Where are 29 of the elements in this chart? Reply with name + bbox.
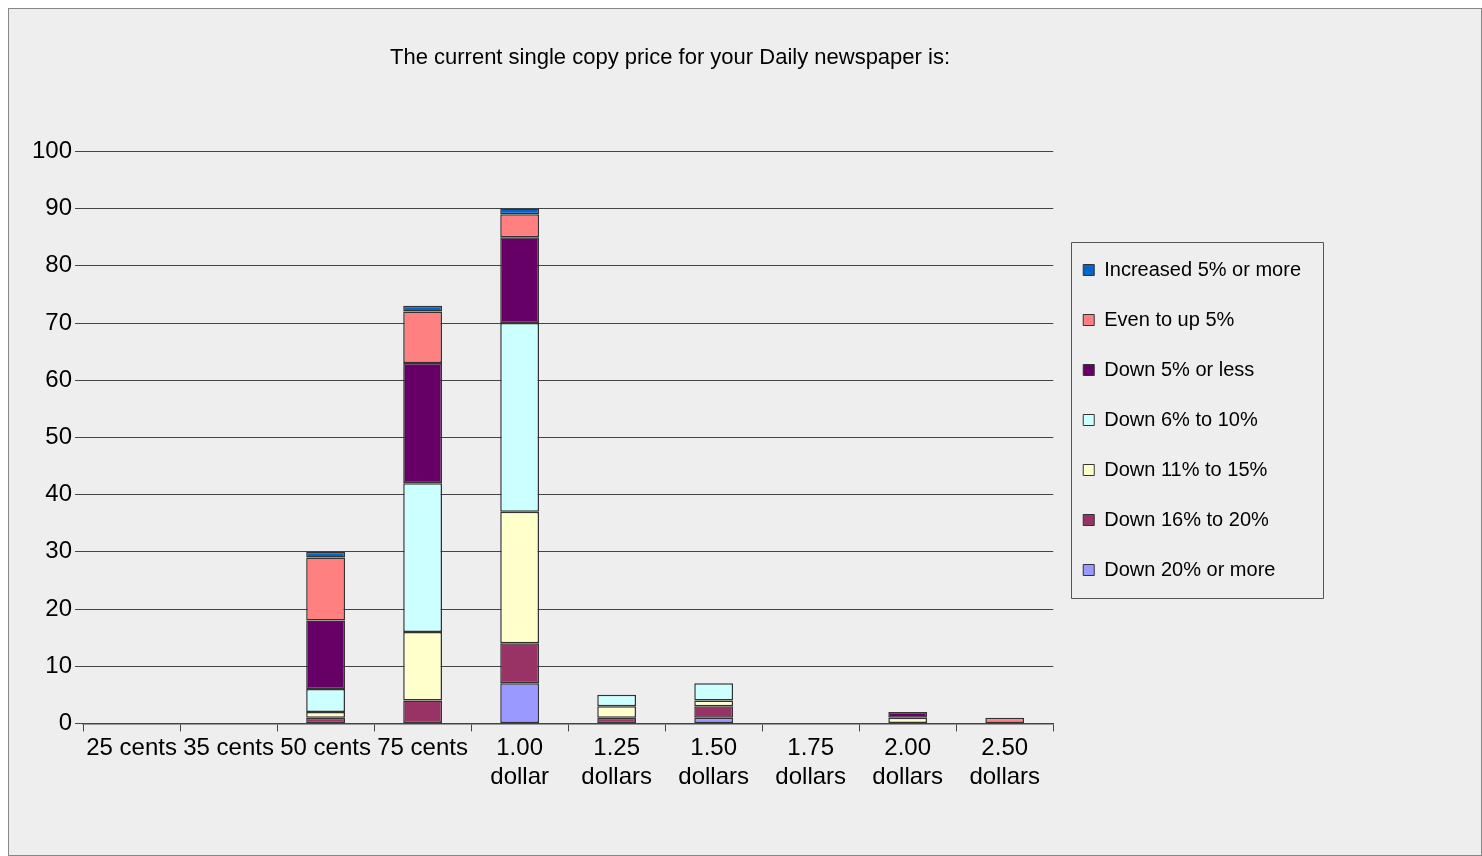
y-tick-label: 50 bbox=[45, 422, 73, 450]
y-tick-label: 40 bbox=[45, 479, 73, 507]
y-tick-label: 80 bbox=[45, 250, 73, 278]
x-tick-label: 2.00 dollars bbox=[872, 733, 944, 790]
x-tick-label: 1.50 dollars bbox=[678, 733, 750, 790]
y-tick-label: 60 bbox=[45, 364, 73, 392]
x-tick-label: 2.50 dollars bbox=[969, 733, 1041, 790]
y-tick-label: 20 bbox=[45, 593, 73, 621]
x-tick-label: 25 cents bbox=[86, 733, 177, 761]
legend-label: Down 5% or less bbox=[1104, 357, 1255, 380]
legend-label: Down 20% or more bbox=[1104, 557, 1276, 580]
x-tick-label: 1.75 dollars bbox=[775, 733, 847, 790]
y-tick-label: 30 bbox=[45, 536, 73, 564]
legend-label: Down 6% to 10% bbox=[1104, 407, 1258, 430]
legend-label: Down 16% to 20% bbox=[1104, 507, 1269, 530]
legend-label: Even to up 5% bbox=[1104, 307, 1235, 330]
x-tick-label: 75 cents bbox=[377, 733, 468, 761]
x-tick-label: 50 cents bbox=[280, 733, 371, 761]
y-tick-label: 0 bbox=[58, 708, 73, 736]
y-tick-label: 10 bbox=[45, 650, 73, 678]
x-tick-label: 35 cents bbox=[183, 733, 274, 761]
legend-label: Down 11% to 15% bbox=[1104, 457, 1268, 480]
y-tick-label: 90 bbox=[45, 193, 73, 221]
x-tick-label: 1.00 dollar bbox=[490, 733, 549, 790]
y-tick-label: 100 bbox=[32, 136, 73, 164]
legend-label: Increased 5% or more bbox=[1104, 257, 1302, 280]
x-tick-label: 1.25 dollars bbox=[581, 733, 652, 790]
y-tick-label: 70 bbox=[45, 307, 73, 335]
chart-title: The current single copy price for your Daily newspaper is: bbox=[389, 44, 951, 70]
